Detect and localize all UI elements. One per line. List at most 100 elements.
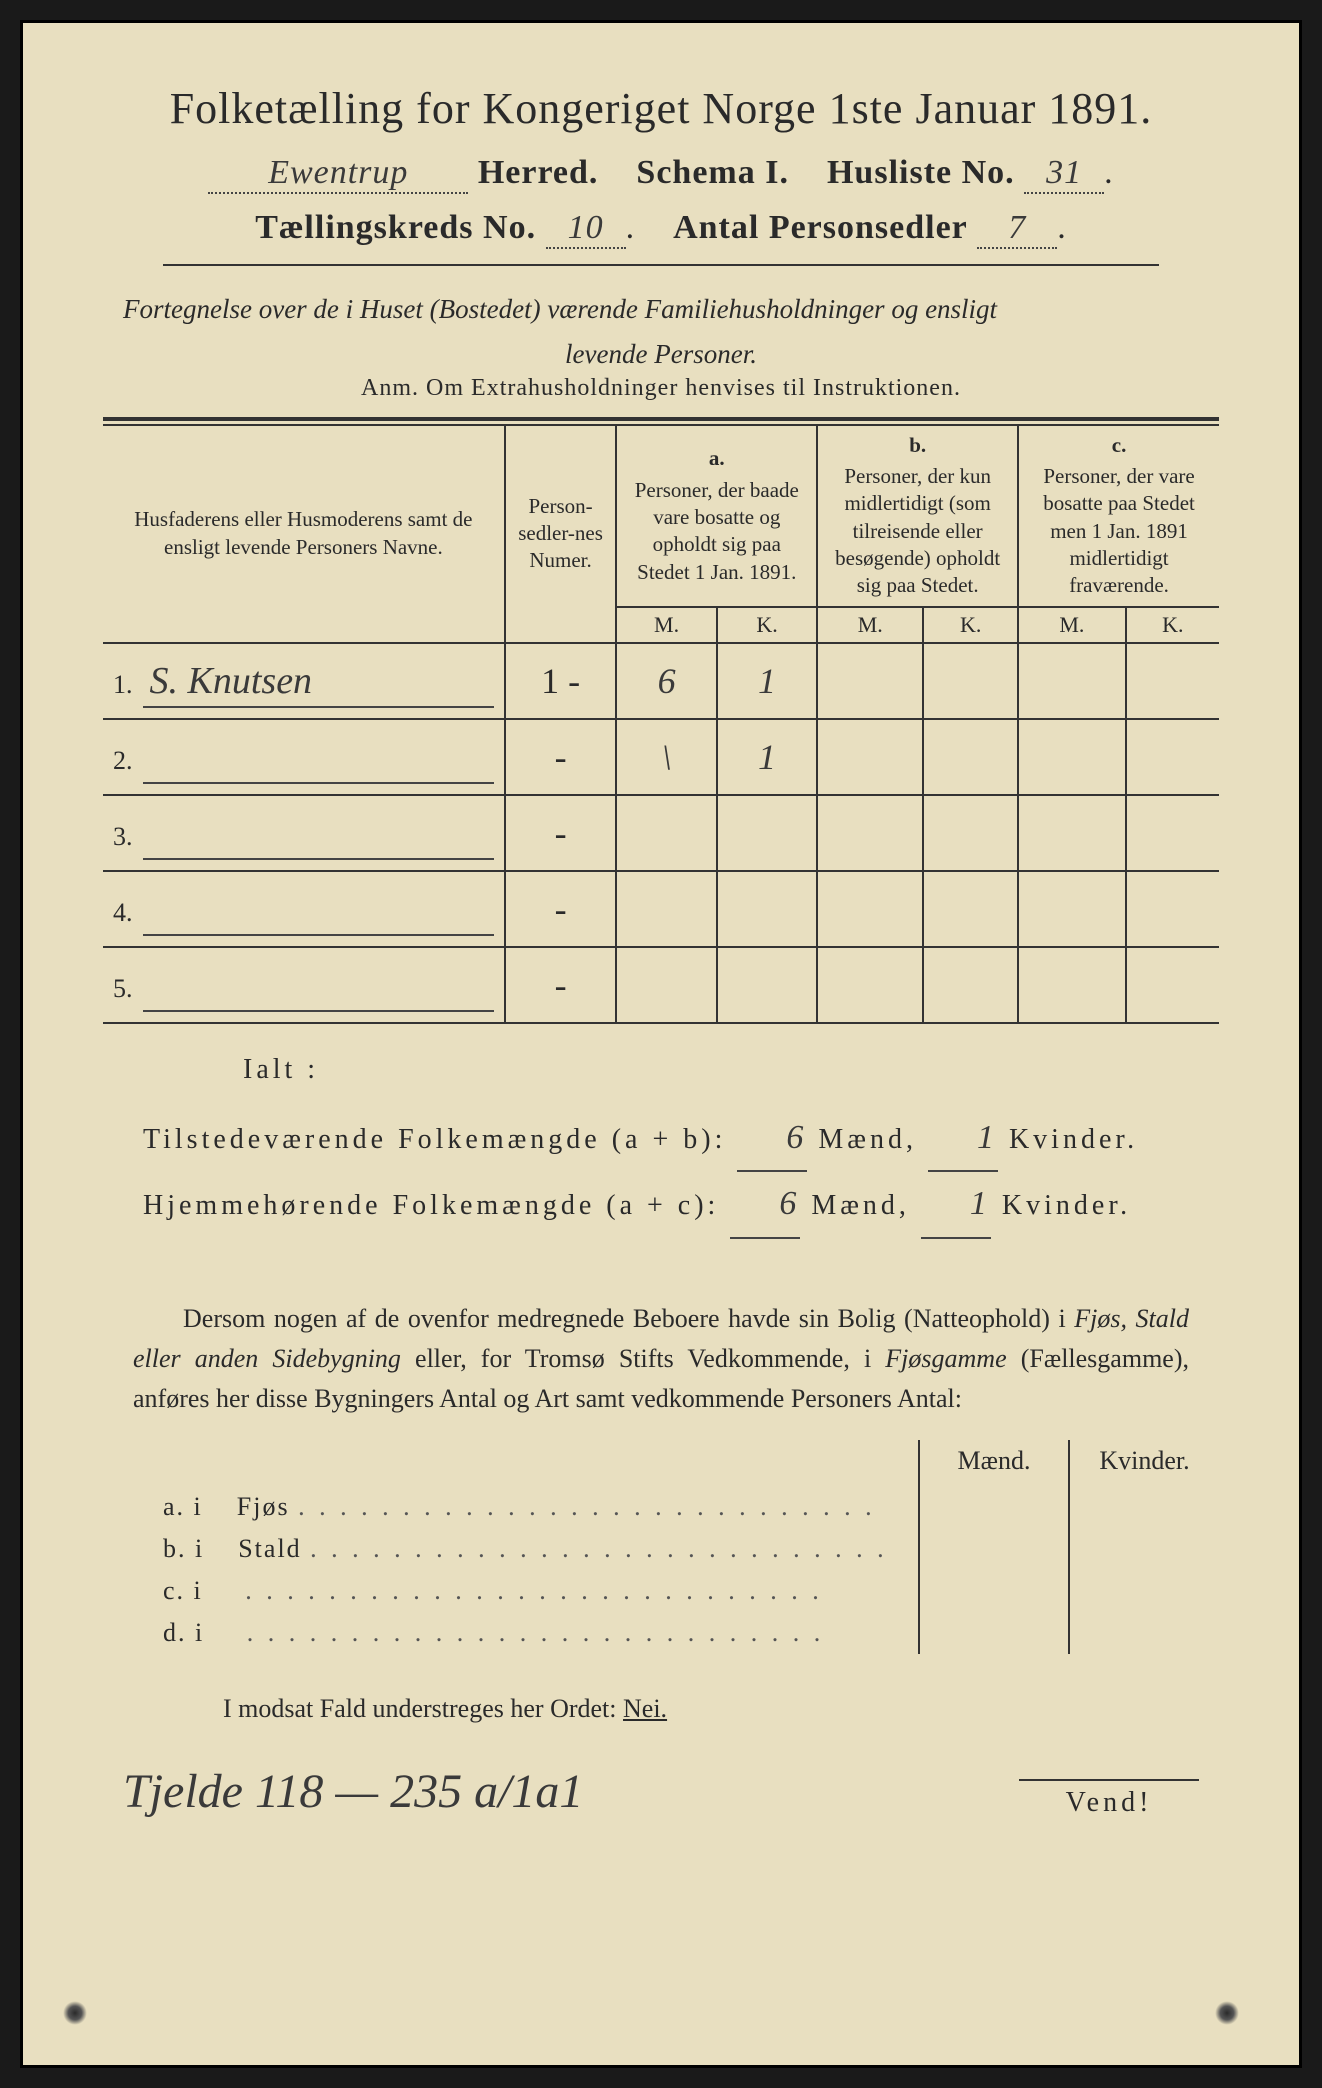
row-b-k xyxy=(923,947,1018,1023)
row-b-k xyxy=(923,795,1018,871)
side-hdr-k: Kvinder. xyxy=(1069,1440,1219,1486)
side-row-k xyxy=(1069,1528,1219,1570)
page-title: Folketælling for Kongeriget Norge 1ste J… xyxy=(103,83,1219,134)
row-b-m xyxy=(817,719,923,795)
col-c-letter: c. xyxy=(1027,432,1211,459)
row-b-k xyxy=(923,871,1018,947)
col-num-header: Person-sedler-nes Numer. xyxy=(505,425,617,643)
kreds-label: Tællingskreds No. xyxy=(255,209,536,246)
table-row: 1. S. Knutsen 1 - 6 1 xyxy=(103,643,1219,719)
col-c-k: K. xyxy=(1126,607,1219,643)
modsat-line: I modsat Fald understreges her Ordet: Ne… xyxy=(223,1694,1219,1724)
row-b-k xyxy=(923,719,1018,795)
anm-text: Anm. Om Extrahusholdninger henvises til … xyxy=(103,375,1219,402)
table-row: 5. - xyxy=(103,947,1219,1023)
instruction-line1: Fortegnelse over de i Huset (Bostedet) v… xyxy=(123,294,997,324)
row-b-k xyxy=(923,643,1018,719)
husliste-label: Husliste No. xyxy=(827,154,1015,191)
side-row-m xyxy=(919,1612,1069,1654)
totals-block: Tilstedeværende Folkemængde (a + b): 6 M… xyxy=(143,1106,1179,1239)
herred-label: Herred. xyxy=(478,154,599,191)
census-page: Folketælling for Kongeriget Norge 1ste J… xyxy=(20,20,1302,2068)
side-row-m xyxy=(919,1528,1069,1570)
side-row-m xyxy=(919,1486,1069,1528)
row-c-k xyxy=(1126,719,1219,795)
totals-l1-label: Tilstedeværende Folkemængde (a + b): xyxy=(143,1124,726,1155)
col-b-m: M. xyxy=(817,607,923,643)
paper-spot xyxy=(63,2001,87,2025)
side-table: Mænd. Kvinder. a. i Fjøs . . . . . . . .… xyxy=(103,1440,1219,1654)
side-hdr-m: Mænd. xyxy=(919,1440,1069,1486)
paper-spot xyxy=(1215,2001,1239,2025)
row-a-k xyxy=(717,795,817,871)
table-row: 4. - xyxy=(103,871,1219,947)
totals-l1-k: 1 xyxy=(928,1106,998,1173)
side-row: b. i Stald . . . . . . . . . . . . . . .… xyxy=(103,1528,1219,1570)
col-b-letter: b. xyxy=(826,432,1009,459)
row-a-k xyxy=(717,947,817,1023)
row-sed: 1 - xyxy=(505,643,617,719)
totals-l1-m: 6 xyxy=(737,1106,807,1173)
row-num: 1. xyxy=(113,670,133,699)
side-row: d. i . . . . . . . . . . . . . . . . . .… xyxy=(103,1612,1219,1654)
row-c-m xyxy=(1018,871,1126,947)
row-num: 3. xyxy=(113,822,133,851)
row-b-m xyxy=(817,795,923,871)
col-a-text: Personer, der baade vare bosatte og opho… xyxy=(635,478,799,584)
ialt-label: Ialt : xyxy=(243,1054,1219,1086)
vend-label: Vend! xyxy=(1019,1779,1199,1819)
side-row-m xyxy=(919,1570,1069,1612)
totals-l2-k: 1 xyxy=(921,1172,991,1239)
row-name: S. Knutsen xyxy=(150,660,313,702)
herred-value: Ewentrup xyxy=(208,154,468,194)
row-c-m xyxy=(1018,719,1126,795)
table-row: 2. - \ 1 xyxy=(103,719,1219,795)
row-c-m xyxy=(1018,947,1126,1023)
row-sed: - xyxy=(505,947,617,1023)
schema-label: Schema I. xyxy=(636,154,789,191)
row-sed: - xyxy=(505,871,617,947)
row-a-k xyxy=(717,871,817,947)
kreds-value: 10 xyxy=(546,209,626,249)
table-row: 3. - xyxy=(103,795,1219,871)
col-c-header: c. Personer, der vare bosatte paa Stedet… xyxy=(1018,425,1219,607)
modsat-nei: Nei. xyxy=(623,1694,667,1723)
row-a-m xyxy=(616,871,716,947)
husliste-value: 31 xyxy=(1024,154,1104,194)
row-a-k: 1 xyxy=(717,719,817,795)
kreds-line: Tællingskreds No. 10. Antal Personsedler… xyxy=(103,209,1219,249)
side-row-label: b. i Stald . . . . . . . . . . . . . . .… xyxy=(103,1528,919,1570)
footer-handwriting: Tjelde 118 — 235 a/1a1 xyxy=(123,1764,583,1819)
row-c-k xyxy=(1126,795,1219,871)
row-a-m: 6 xyxy=(616,643,716,719)
antal-label: Antal Personsedler xyxy=(673,209,968,246)
row-b-m xyxy=(817,871,923,947)
row-a-k: 1 xyxy=(717,643,817,719)
side-row-k xyxy=(1069,1612,1219,1654)
col-a-header: a. Personer, der baade vare bosatte og o… xyxy=(616,425,817,607)
totals-maend2: Mænd, xyxy=(811,1190,910,1221)
totals-line1: Tilstedeværende Folkemængde (a + b): 6 M… xyxy=(143,1106,1179,1173)
col-b-header: b. Personer, der kun midlertidigt (som t… xyxy=(817,425,1018,607)
col-b-k: K. xyxy=(923,607,1018,643)
side-row-k xyxy=(1069,1486,1219,1528)
row-num: 5. xyxy=(113,974,133,1003)
totals-kvinder1: Kvinder. xyxy=(1009,1124,1138,1155)
row-num: 4. xyxy=(113,898,133,927)
col-a-k: K. xyxy=(717,607,817,643)
col-a-letter: a. xyxy=(625,445,808,472)
col-c-m: M. xyxy=(1018,607,1126,643)
totals-l2-m: 6 xyxy=(730,1172,800,1239)
row-c-m xyxy=(1018,795,1126,871)
side-text: Dersom nogen af de ovenfor medregnede Be… xyxy=(133,1299,1189,1420)
side-row: a. i Fjøs . . . . . . . . . . . . . . . … xyxy=(103,1486,1219,1528)
totals-maend1: Mænd, xyxy=(818,1124,917,1155)
side-row-k xyxy=(1069,1570,1219,1612)
row-c-k xyxy=(1126,643,1219,719)
instruction-text: Fortegnelse over de i Huset (Bostedet) v… xyxy=(123,291,1199,329)
totals-line2: Hjemmehørende Folkemængde (a + c): 6 Mæn… xyxy=(143,1172,1179,1239)
row-num: 2. xyxy=(113,746,133,775)
row-a-m: \ xyxy=(616,719,716,795)
row-a-m xyxy=(616,947,716,1023)
row-c-k xyxy=(1126,947,1219,1023)
